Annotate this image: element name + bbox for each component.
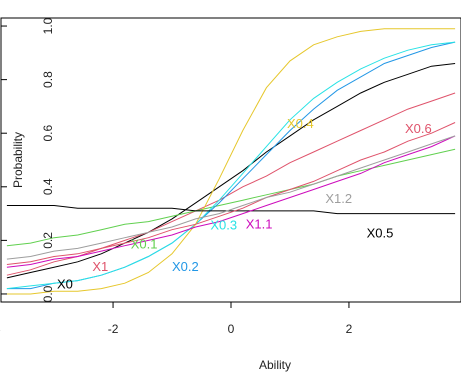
curve-x0-6 <box>6 122 456 265</box>
y-tick-label: 0.8 <box>41 71 55 88</box>
x-tick-label: -4 <box>0 322 1 336</box>
plot-area: X0 X1 X0.1 X0.2 X0.3 X0.4 X0.5 X0.6 X1.1 X1.2 <box>0 17 461 303</box>
curve-x0-4 <box>6 28 456 295</box>
x-axis: -4 -2 0 2 <box>0 302 353 336</box>
curve-label-x0-3: X0.3 <box>210 218 237 233</box>
curve-label-x0-4: X0.4 <box>287 116 314 131</box>
x-tick-label: 2 <box>346 322 353 336</box>
y-axis-label: Probability <box>11 132 25 188</box>
x-tick-label: -2 <box>108 322 119 336</box>
curve-label-x0-5: X0.5 <box>367 226 394 241</box>
y-tick-label: 1.0 <box>41 17 55 34</box>
curve-label-x1: X1 <box>92 259 108 274</box>
y-tick-label: 0.2 <box>41 232 55 249</box>
curve-label-x1-1: X1.1 <box>246 216 273 231</box>
curve-labels-group: X0 X1 X0.1 X0.2 X0.3 X0.4 X0.5 X0.6 X1.1 X1.2 <box>57 116 432 292</box>
y-axis: 0.0 0.2 0.4 0.6 0.8 1.0 <box>1 17 55 302</box>
x-tick-label: 0 <box>228 322 235 336</box>
curve-label-x0-2: X0.2 <box>172 259 199 274</box>
y-tick-label: 0.6 <box>41 125 55 142</box>
curve-x1 <box>6 92 456 276</box>
curve-x0-5 <box>6 205 456 215</box>
x-axis-label: Ability <box>259 358 291 372</box>
curve-label-x0-6: X0.6 <box>405 121 432 136</box>
curve-x1-1 <box>6 135 456 268</box>
y-tick-label: 0.4 <box>41 178 55 195</box>
curve-label-x1-2: X1.2 <box>325 191 352 206</box>
curve-x0 <box>6 63 456 279</box>
curve-label-x0-1: X0.1 <box>131 236 158 251</box>
curve-x1-2 <box>6 135 456 260</box>
curve-series-group <box>6 28 456 295</box>
curve-label-x0: X0 <box>57 277 73 292</box>
y-tick-label: 0.0 <box>41 285 55 302</box>
curve-x0-2 <box>6 41 456 290</box>
curve-x0-3 <box>6 41 456 290</box>
curve-x0-1 <box>6 148 456 247</box>
